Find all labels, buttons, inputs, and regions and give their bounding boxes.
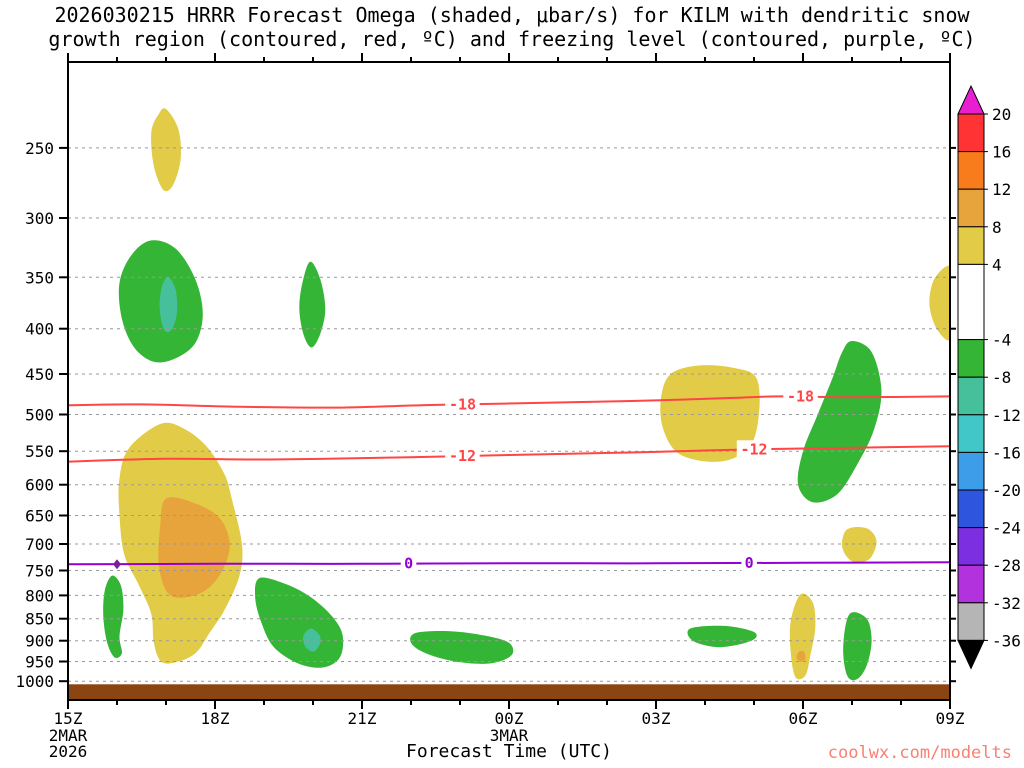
colorbar-segment — [957, 113, 985, 153]
shaded-region-lowlevel-green-03z — [687, 625, 757, 648]
y-tick-label: 900 — [25, 632, 54, 651]
y-tick-label: 400 — [25, 320, 54, 339]
colorbar-segment — [957, 451, 985, 491]
contour-label-mask — [445, 447, 480, 465]
shaded-region-midlevel-green-06z — [797, 341, 882, 503]
shaded-region-upper-left-yellow — [151, 108, 181, 192]
contour-label-mask — [783, 387, 818, 406]
y-tick-label: 1000 — [15, 672, 54, 691]
shaded-region-orange-dot-06z — [796, 650, 806, 662]
contour-label-dgz-minus12: -12 — [449, 447, 476, 465]
contour-line-dgz-minus12 — [68, 445, 950, 463]
y-tick-label: 800 — [25, 586, 54, 605]
y-tick-label: 600 — [25, 476, 54, 495]
plot-region: -18 -18 -12 -12 0 0 — [68, 108, 950, 700]
chart-title-line2: growth region (contoured, red, ºC) and f… — [48, 27, 976, 51]
x-tick-label: 18Z — [201, 709, 230, 728]
colorbar-segment — [957, 527, 985, 566]
colorbar-tick-label: 16 — [992, 143, 1011, 162]
colorbar-tick-label: -36 — [992, 631, 1021, 650]
x-tick-label: 06Z — [789, 709, 818, 728]
contour-label-dgz-minus18: -18 — [449, 395, 476, 413]
contour-line-freezing-level — [68, 561, 950, 566]
shaded-region-lowlevel-green-07z — [843, 612, 872, 681]
contour-label-mask — [736, 440, 772, 459]
colorbar-segment — [957, 414, 985, 453]
shaded-region-lowlevel-green-23z — [410, 630, 514, 664]
chart-title-line1: 2026030215 HRRR Forecast Omega (shaded, … — [54, 3, 970, 27]
shaded-region-right-edge-yellow-09z — [929, 265, 950, 341]
x-tick-label: 15Z — [54, 709, 83, 728]
contour-label-dgz-minus12: -12 — [740, 440, 767, 458]
colorbar-segment — [957, 602, 985, 641]
contour-label-dgz-minus18: -18 — [787, 388, 814, 406]
y-tick-label: 350 — [25, 268, 54, 287]
colorbar-segment — [957, 489, 985, 529]
shaded-region-lowlevel-green-20z — [254, 577, 344, 668]
shaded-region-yellow-700hpa-07z — [842, 526, 877, 563]
colorbar-tick-label: -4 — [992, 331, 1011, 350]
y-tick-label: 250 — [25, 139, 54, 158]
colorbar-tick-label: -20 — [992, 481, 1021, 500]
y-tick-label: 700 — [25, 535, 54, 554]
colorbar-tick-label: 20 — [992, 105, 1011, 124]
colorbar-tick-label: 12 — [992, 180, 1011, 199]
contour-label-freezing-level: 0 — [745, 554, 754, 572]
colorbar-tick-label: -28 — [992, 556, 1021, 575]
y-tick-label: 650 — [25, 507, 54, 526]
x-tick-label: 09Z — [936, 709, 965, 728]
colorbar-segment — [957, 151, 985, 190]
colorbar-tick-label: -16 — [992, 443, 1021, 462]
shaded-region-lowlevel-yellow-06z — [789, 593, 816, 680]
colorbar-arrow-top — [957, 84, 985, 115]
shaded-region-orange-core-17z-19z — [158, 497, 230, 598]
colorbar-arrow-bottom — [957, 639, 985, 670]
colorbar-tick-label: 4 — [992, 255, 1002, 274]
x-date-label: 2MAR — [49, 726, 88, 745]
shaded-region-midlevel-yellow-04z — [660, 365, 760, 462]
colorbar-segment — [957, 263, 985, 341]
contour-label-mask — [445, 395, 480, 414]
colorbar-tick-label: -24 — [992, 519, 1021, 538]
colorbar-segment — [957, 226, 985, 265]
contour-label-mask — [741, 554, 757, 572]
colorbar-segment — [957, 376, 985, 416]
x-axis-title: Forecast Time (UTC) — [406, 741, 612, 762]
colorbar-tick-label: 8 — [992, 218, 1002, 237]
watermark-link[interactable]: coolwx.com/modelts — [827, 743, 1012, 763]
contour-label-freezing-level: 0 — [404, 555, 413, 573]
y-tick-label: 950 — [25, 653, 54, 672]
shaded-region-midlevel-green-20z — [299, 261, 326, 348]
freezing-line-marker — [113, 559, 121, 570]
y-tick-label: 750 — [25, 562, 54, 581]
colorbar-segment — [957, 564, 985, 604]
contour-label-mask — [400, 554, 417, 573]
colorbar-segment — [957, 339, 985, 378]
x-tick-label: 03Z — [642, 709, 671, 728]
x-date-label: 2026 — [49, 742, 88, 761]
shaded-region-lowlevel-green-16z — [103, 575, 124, 659]
x-date-label: 3MAR — [490, 726, 529, 745]
y-tick-label: 850 — [25, 610, 54, 629]
y-tick-label: 500 — [25, 406, 54, 425]
x-tick-label: 21Z — [348, 709, 377, 728]
colorbar-tick-label: -8 — [992, 368, 1011, 387]
colorbar-segment — [957, 188, 985, 228]
shaded-region-lowlevel-teal-core-20z — [302, 628, 321, 652]
y-tick-label: 550 — [25, 442, 54, 461]
colorbar-tick-label: -32 — [992, 594, 1021, 613]
shaded-region-midlevel-teal-core-17z — [159, 277, 178, 333]
surface-terrain-band — [68, 684, 950, 700]
colorbar-tick-label: -12 — [992, 406, 1021, 425]
x-tick-label: 00Z — [495, 709, 524, 728]
y-tick-label: 300 — [25, 209, 54, 228]
y-tick-label: 450 — [25, 365, 54, 384]
